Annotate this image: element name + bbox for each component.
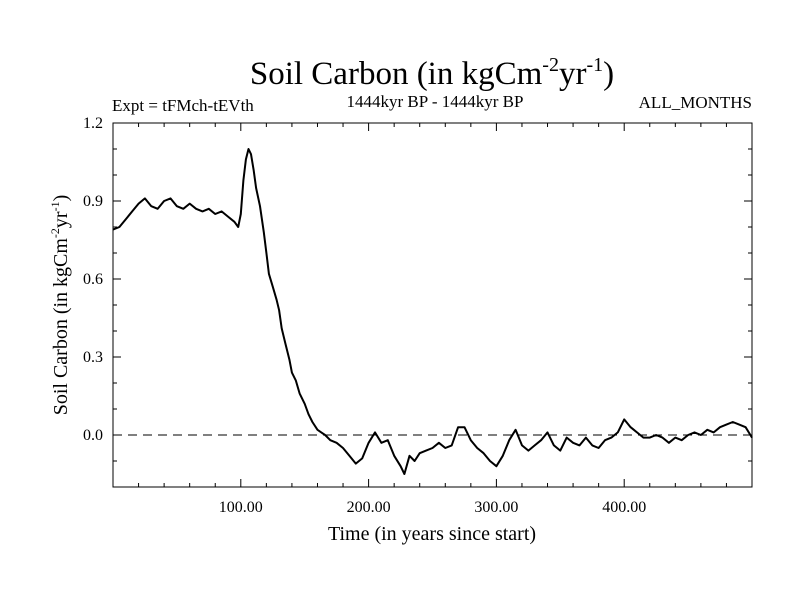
x-tick-label: 200.00	[347, 499, 391, 516]
y-axis-minor-ticks	[113, 148, 752, 488]
plot-frame	[112, 122, 753, 488]
y-axis-label: Soil Carbon (in kgCm-2yr-1)	[48, 195, 72, 416]
y-tick-label: 0.6	[83, 271, 103, 288]
y-tick-label: 1.2	[83, 115, 103, 132]
y-axis-ticks: 0.0 0.3 0.6 0.9 1.2	[83, 115, 752, 444]
x-tick-label: 100.00	[219, 499, 263, 516]
season-label: ALL_MONTHS	[639, 93, 752, 112]
y-tick-label: 0.9	[83, 193, 103, 210]
x-axis-label: Time (in years since start)	[328, 523, 536, 545]
y-tick-label: 0.3	[83, 349, 103, 366]
x-tick-label: 400.00	[602, 499, 646, 516]
x-tick-label: 300.00	[474, 499, 518, 516]
x-axis-minor-ticks	[138, 123, 727, 487]
experiment-label: Expt = tFMch-tEVth	[112, 96, 254, 115]
x-axis-ticks: 100.00 200.00 300.00 400.00	[219, 123, 646, 516]
period-label: 1444kyr BP - 1444kyr BP	[347, 92, 524, 111]
chart-title: Soil Carbon (in kgCm-2yr-1)	[250, 54, 614, 92]
series-line	[112, 148, 753, 475]
y-tick-label: 0.0	[83, 427, 103, 444]
